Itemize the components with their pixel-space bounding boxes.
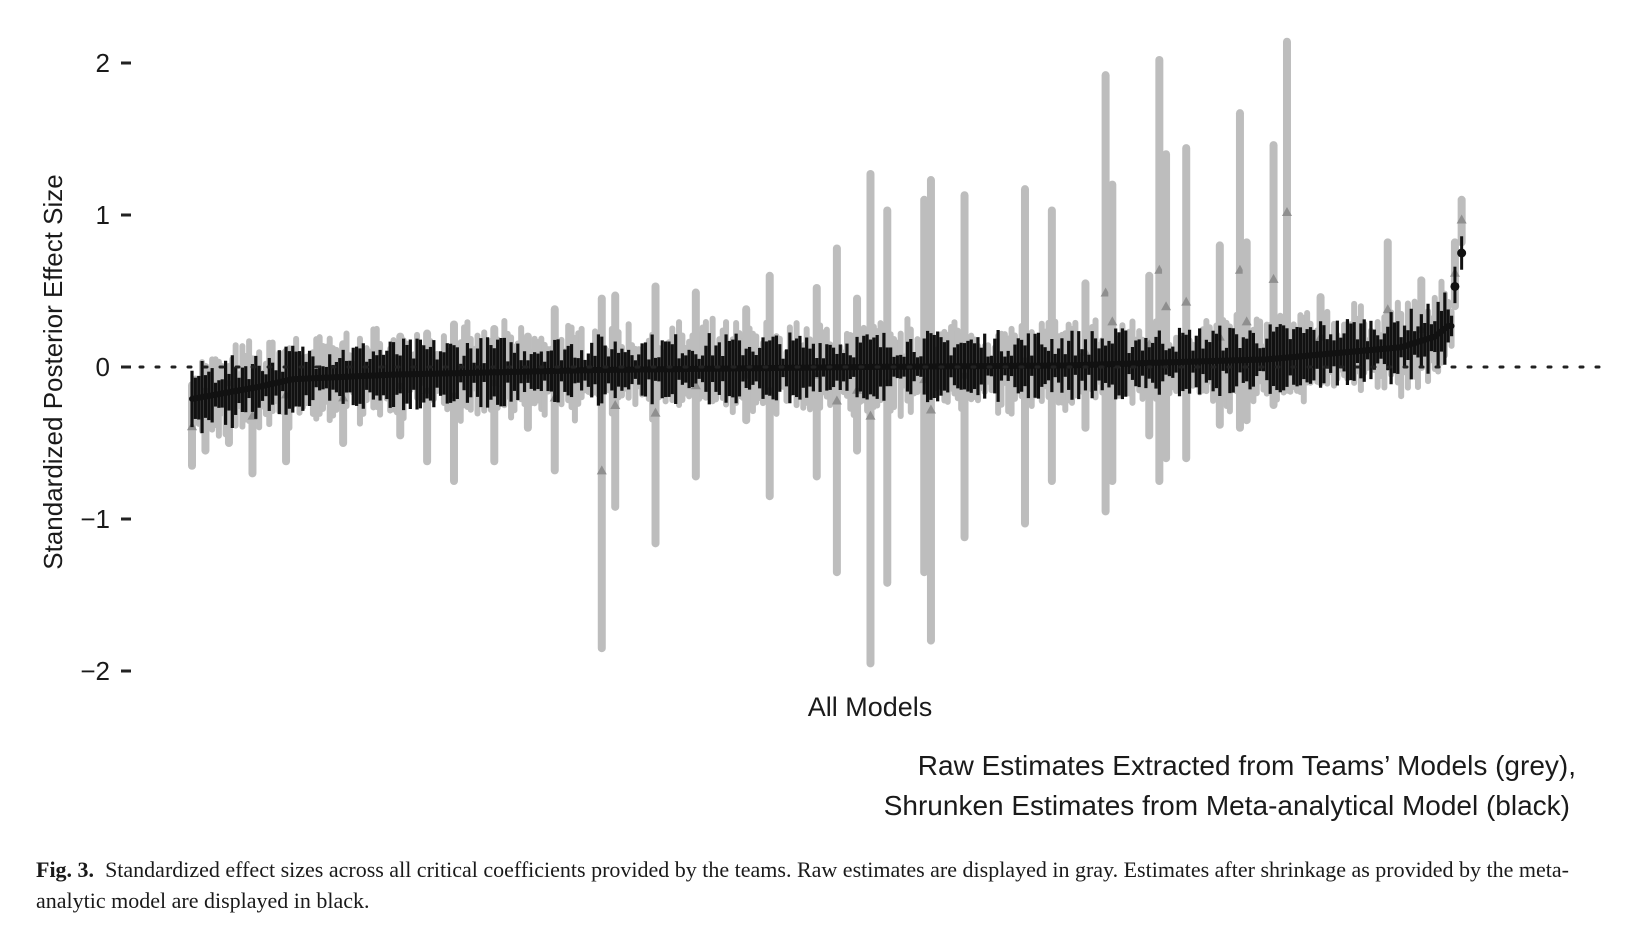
raw-estimate-point: [596, 465, 607, 475]
raw-estimate-point: [1234, 264, 1245, 274]
raw-estimate-point: [610, 400, 621, 409]
raw-estimate-point: [1100, 287, 1111, 297]
y-tick-label: 0: [96, 352, 110, 382]
raw-estimate-point: [1161, 301, 1172, 311]
raw-estimate-point: [1181, 296, 1192, 306]
raw-estimate-point: [831, 395, 842, 405]
shrunken-estimate-point: [1457, 248, 1467, 258]
y-axis-label: Standardized Posterior Effect Size: [38, 174, 68, 570]
effect-size-chart: 2 1 0 −1 −2 Standardized Posterior Effect Si…: [38, 37, 1602, 821]
y-tick-label: 1: [96, 200, 110, 230]
raw-estimate-point: [650, 407, 661, 417]
legend-note-shrunken: Shrunken Estimates from Meta-analytical …: [884, 790, 1570, 821]
y-axis: 2 1 0 −1 −2: [80, 48, 1602, 686]
figure-label: Fig. 3.: [36, 857, 95, 882]
raw-estimate-point: [1154, 264, 1165, 274]
raw-estimate-point: [1382, 304, 1393, 314]
x-axis-label: All Models: [808, 692, 933, 722]
shrunken-estimate-point: [1450, 281, 1460, 291]
raw-estimate-point: [1241, 316, 1252, 326]
raw-estimate-point: [1107, 316, 1118, 326]
y-tick-label: −2: [80, 656, 110, 686]
raw-estimate-point: [865, 410, 876, 420]
legend-note-raw: Raw Estimates Extracted from Teams’ Mode…: [918, 750, 1576, 781]
raw-estimate-point: [1456, 214, 1467, 224]
shrunken-estimate-curve: [189, 323, 1455, 402]
figure-caption-text: Standardized effect sizes across all cri…: [36, 857, 1569, 913]
y-tick-label: 2: [96, 48, 110, 78]
shrunken-estimates-layer: [189, 236, 1467, 434]
figure-caption: Fig. 3. Standardized effect sizes across…: [36, 854, 1606, 916]
raw-estimate-point: [925, 404, 936, 414]
y-tick-label: −1: [80, 504, 110, 534]
raw-estimate-point: [1281, 206, 1292, 216]
raw-estimate-point: [1268, 273, 1279, 283]
